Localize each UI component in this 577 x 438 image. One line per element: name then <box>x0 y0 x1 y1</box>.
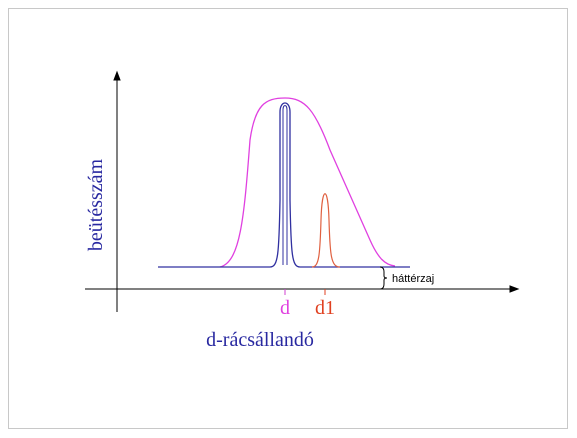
peak-label-d: d <box>280 297 290 319</box>
x-axis-label: d-rácsállandó <box>206 329 314 351</box>
sharp-peak <box>158 102 410 268</box>
axes <box>85 70 520 312</box>
brace <box>379 266 388 290</box>
peak-label-d1: d1 <box>315 297 335 319</box>
background-label: háttérzaj <box>392 273 434 285</box>
broad-peak <box>219 97 396 268</box>
y-arrow <box>113 70 121 81</box>
sharp-peak-inner <box>282 105 288 265</box>
frame <box>8 8 568 429</box>
y-axis-label: beütésszám <box>85 158 107 251</box>
d1-peak <box>311 193 341 268</box>
x-arrow <box>509 285 520 293</box>
